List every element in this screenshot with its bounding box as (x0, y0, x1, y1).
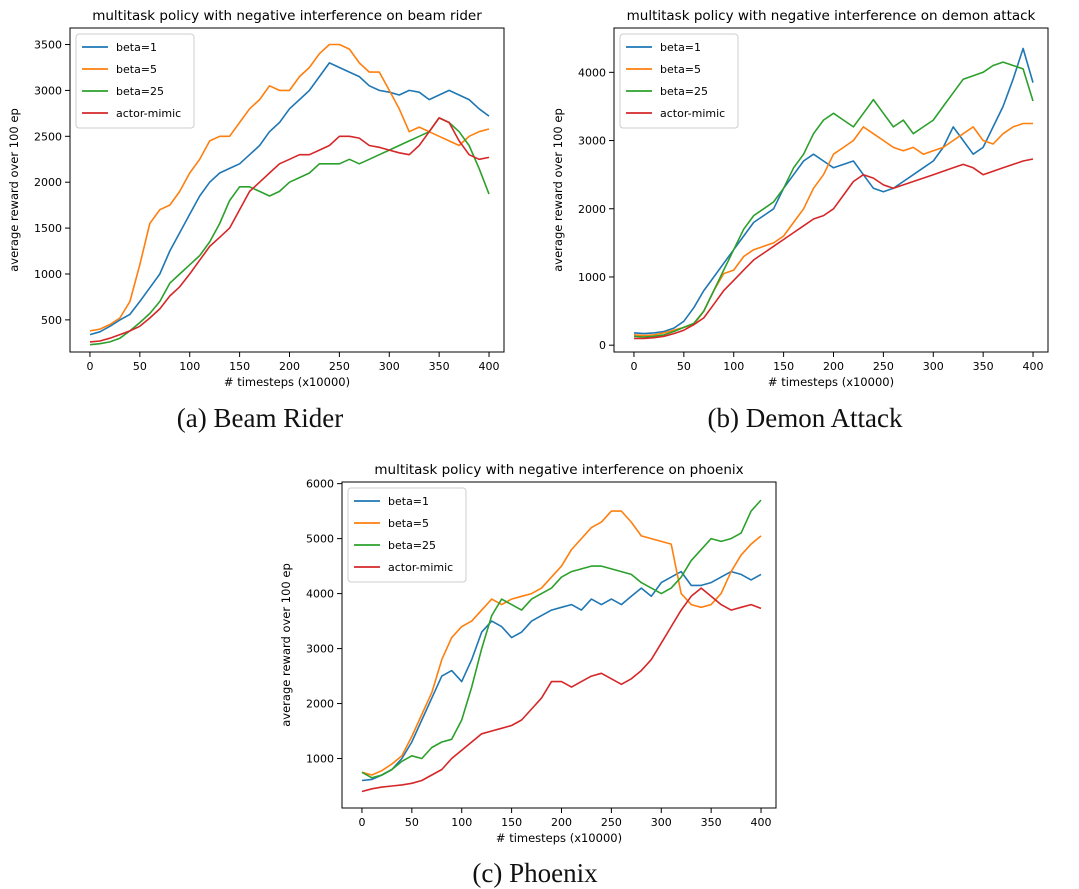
y-tick-label: 3000 (34, 84, 62, 97)
legend-box (347, 487, 467, 583)
series-line-beta=1 (361, 570, 762, 782)
x-tick-label: 100 (179, 360, 200, 373)
chart-title: multitask policy with negative interfere… (92, 8, 482, 24)
x-tick-label: 350 (973, 360, 994, 373)
x-axis-label: # timesteps (x10000) (768, 375, 894, 389)
caption-phoenix: (c) Phoenix (472, 858, 598, 888)
x-tick-label: 100 (723, 360, 744, 373)
x-tick-label: 100 (451, 816, 472, 829)
series-line-beta=5 (361, 510, 762, 776)
series-line-beta=1 (89, 62, 490, 336)
x-tick-label: 400 (479, 360, 500, 373)
y-tick-label: 2000 (34, 176, 62, 189)
x-tick-label: 50 (677, 360, 691, 373)
legend: beta=1 beta=5 beta=25 actor-mimic (619, 33, 739, 129)
x-tick-label: 350 (429, 360, 450, 373)
x-tick-label: 0 (358, 816, 365, 829)
legend: beta=1 beta=5 beta=25 actor-mimic (75, 33, 195, 129)
x-tick-label: 200 (279, 360, 300, 373)
y-tick-label: 2500 (34, 130, 62, 143)
legend-entry: beta=1 (660, 41, 701, 54)
y-tick-label: 5000 (306, 533, 334, 546)
x-tick-label: 50 (133, 360, 147, 373)
series-line-beta=5 (89, 43, 490, 332)
y-tick-label: 1000 (306, 753, 334, 766)
x-tick-label: 350 (701, 816, 722, 829)
x-tick-label: 150 (229, 360, 250, 373)
chart-beam-rider: 0 50 100 150 200 250 300 350 400 500 1000 1500 2000 2… (7, 8, 505, 389)
x-tick-label: 250 (601, 816, 622, 829)
legend-entry: actor-mimic (116, 107, 181, 120)
y-tick-label: 4000 (306, 588, 334, 601)
series-line-beta=25 (361, 499, 762, 779)
y-tick-label: 3500 (34, 39, 62, 52)
legend: beta=1 beta=5 beta=25 actor-mimic (347, 487, 467, 583)
legend-box (75, 33, 195, 129)
y-tick-label: 1000 (578, 271, 606, 284)
y-tick-label: 2000 (578, 203, 606, 216)
plot-frame (69, 27, 505, 353)
y-tick-label: 500 (41, 314, 62, 327)
chart-title: multitask policy with negative interfere… (374, 462, 743, 478)
x-axis-label: # timesteps (x10000) (496, 831, 622, 845)
legend-box (619, 33, 739, 129)
x-tick-label: 50 (405, 816, 419, 829)
x-tick-label: 200 (823, 360, 844, 373)
y-tick-label: 1500 (34, 222, 62, 235)
x-tick-label: 150 (773, 360, 794, 373)
series-line-beta=25 (89, 117, 490, 346)
legend-entry: beta=1 (388, 495, 429, 508)
y-tick-label: 1000 (34, 268, 62, 281)
series-line-actor-mimic (361, 587, 762, 793)
series-line-beta=5 (633, 122, 1033, 337)
legend-entry: beta=1 (116, 41, 157, 54)
legend-entry: actor-mimic (388, 561, 453, 574)
chart-demon-attack: 0 50 100 150 200 250 300 350 4000100020003000400… (551, 8, 1049, 389)
x-tick-label: 300 (651, 816, 672, 829)
x-tick-label: 250 (873, 360, 894, 373)
plot-frame (613, 27, 1049, 353)
y-tick-label: 3000 (578, 135, 606, 148)
chart-title: multitask policy with negative interfere… (627, 8, 1036, 24)
caption-demon-attack: (b) Demon Attack (707, 403, 903, 433)
legend-entry: beta=25 (660, 85, 708, 98)
series-line-beta=25 (633, 61, 1034, 338)
legend-entry: beta=5 (116, 63, 157, 76)
x-tick-label: 400 (1023, 360, 1044, 373)
x-tick-label: 300 (923, 360, 944, 373)
y-tick-label: 6000 (306, 478, 334, 491)
y-axis-label: average reward over 100 ep (279, 563, 293, 727)
y-tick-label: 3000 (306, 643, 334, 656)
legend-entry: actor-mimic (660, 107, 725, 120)
y-tick-label: 2000 (306, 698, 334, 711)
legend-entry: beta=25 (388, 539, 436, 552)
legend-entry: beta=5 (388, 517, 429, 530)
x-tick-label: 250 (329, 360, 350, 373)
y-axis-label: average reward over 100 ep (551, 108, 565, 272)
legend-entry: beta=25 (116, 85, 164, 98)
x-tick-label: 300 (379, 360, 400, 373)
x-tick-label: 400 (751, 816, 772, 829)
series-line-actor-mimic (89, 117, 490, 343)
caption-beam-rider: (a) Beam Rider (176, 403, 344, 433)
x-tick-label: 0 (630, 360, 637, 373)
series-line-beta=1 (633, 47, 1034, 335)
y-tick-label: 0 (599, 339, 606, 352)
legend-entry: beta=5 (660, 63, 701, 76)
plot-frame (341, 481, 777, 809)
y-axis-label: average reward over 100 ep (7, 108, 21, 272)
x-tick-label: 150 (501, 816, 522, 829)
x-tick-label: 200 (551, 816, 572, 829)
x-axis-label: # timesteps (x10000) (224, 375, 350, 389)
series-line-actor-mimic (634, 158, 1034, 340)
y-tick-label: 4000 (578, 66, 606, 79)
chart-phoenix: 0 50 100 150 200 250 300 350 400 1000 2000 3000 4000… (279, 462, 777, 845)
x-tick-label: 0 (86, 360, 93, 373)
